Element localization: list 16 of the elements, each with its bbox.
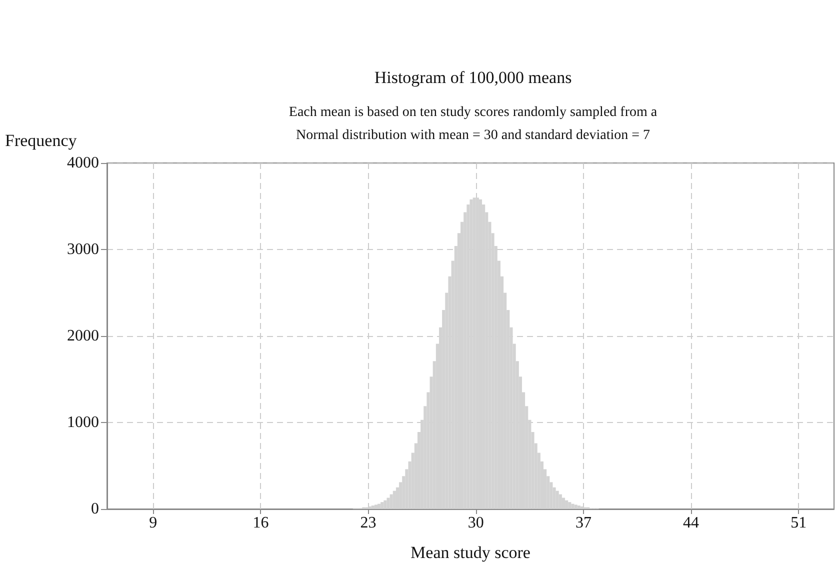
y-axis-title: Frequency bbox=[5, 131, 78, 150]
y-tick-label: 3000 bbox=[67, 241, 99, 258]
y-tick-label: 4000 bbox=[67, 154, 99, 172]
x-tick-label: 37 bbox=[575, 514, 592, 532]
chart-subtitle: Each mean is based on ten study scores randomly sampled from a Normal distribution with mean = 30 and standard deviation = 7 bbox=[288, 105, 658, 143]
y-tick-label: 1000 bbox=[67, 414, 99, 431]
x-tick-label: 44 bbox=[683, 514, 700, 532]
x-tick-label: 16 bbox=[252, 514, 269, 532]
x-tick-label: 9 bbox=[149, 514, 158, 532]
x-tick-label: 23 bbox=[360, 514, 376, 532]
x-axis-title: Mean study score bbox=[410, 543, 530, 562]
x-tick-label: 30 bbox=[468, 514, 484, 532]
chart-title: Histogram of 100,000 means bbox=[374, 68, 572, 87]
x-tick-label: 51 bbox=[790, 514, 807, 532]
y-tick-label: 0 bbox=[91, 500, 99, 518]
y-tick-label: 2000 bbox=[67, 328, 99, 344]
